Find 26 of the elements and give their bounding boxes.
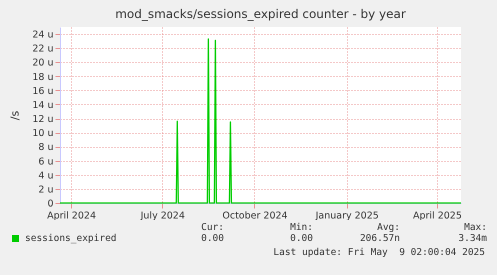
y-tick-label: 6 u — [38, 156, 54, 168]
chart-title: mod_smacks/sessions_expired counter - by year — [115, 7, 406, 21]
y-tick-label: 14 u — [32, 100, 54, 111]
y-tick-label: 4 u — [38, 170, 54, 182]
y-tick-label: 24 u — [32, 30, 54, 41]
text: Last update: Fri May 9 02:00:04 2025 — [273, 247, 485, 258]
text: Min: — [289, 222, 313, 233]
y-tick-label: 22 u — [32, 44, 54, 55]
y-tick-label: 10 u — [32, 128, 54, 140]
y-tick-label: 20 u — [32, 58, 54, 69]
y-axis-title: /s — [8, 110, 22, 120]
legend-label: sessions_expired — [24, 233, 118, 244]
text: 206.57n — [358, 233, 400, 244]
y-tick-label: 2 u — [38, 184, 54, 196]
text: Cur: — [200, 222, 224, 233]
text: Max: — [463, 222, 487, 233]
text: Avg: — [376, 222, 400, 233]
x-tick-label: October 2024 — [222, 210, 288, 222]
y-tick-label: 16 u — [32, 86, 54, 97]
text: 0.00 — [200, 233, 224, 244]
y-tick-label: 8 u — [38, 142, 54, 154]
y-tick-label: 0 — [47, 198, 54, 210]
text: 0.00 — [289, 233, 313, 244]
y-tick-label: 18 u — [32, 72, 54, 83]
y-tick-label: 12 u — [32, 114, 54, 126]
text: 3.34m — [457, 233, 487, 244]
